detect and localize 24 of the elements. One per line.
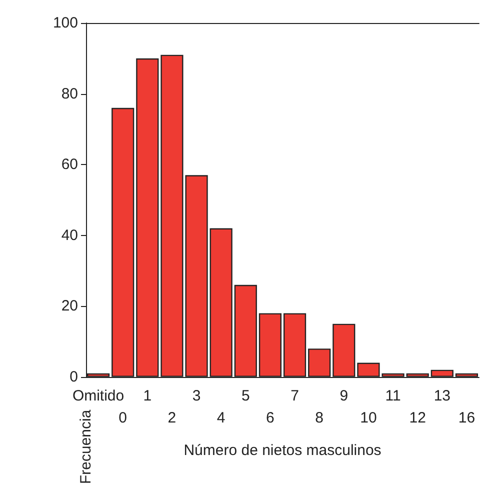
x-tick-label: 12 [409,409,426,426]
y-tick-label: 60 [61,156,78,174]
y-tick-label: 40 [61,226,78,244]
x-tick-label: 8 [315,409,324,426]
y-tick-label: 80 [61,85,78,102]
x-tick-label: 2 [168,409,176,426]
y-tick-label: 20 [61,298,78,315]
x-tick-label: 10 [360,409,377,426]
y-tick-label: 0 [70,368,78,386]
x-tick-label: 1 [143,387,152,404]
x-tick-label: 11 [385,387,401,404]
x-tick-label: 7 [290,387,299,404]
x-tick-label: 16 [458,409,476,426]
y-axis-title: Frecuencia [78,409,94,484]
x-tick-label: 9 [340,387,348,404]
x-tick-label: 5 [241,387,250,404]
y-tick-label: 100 [52,14,78,32]
x-tick-label: Omitido [72,387,124,404]
x-tick-label: 3 [192,387,201,404]
x-tick-label: 4 [216,409,226,426]
x-tick-label: 6 [266,409,274,426]
x-axis-title: Número de nietos masculinos [184,442,382,459]
x-tick-label: 13 [434,387,450,404]
x-tick-label: 0 [118,409,128,426]
